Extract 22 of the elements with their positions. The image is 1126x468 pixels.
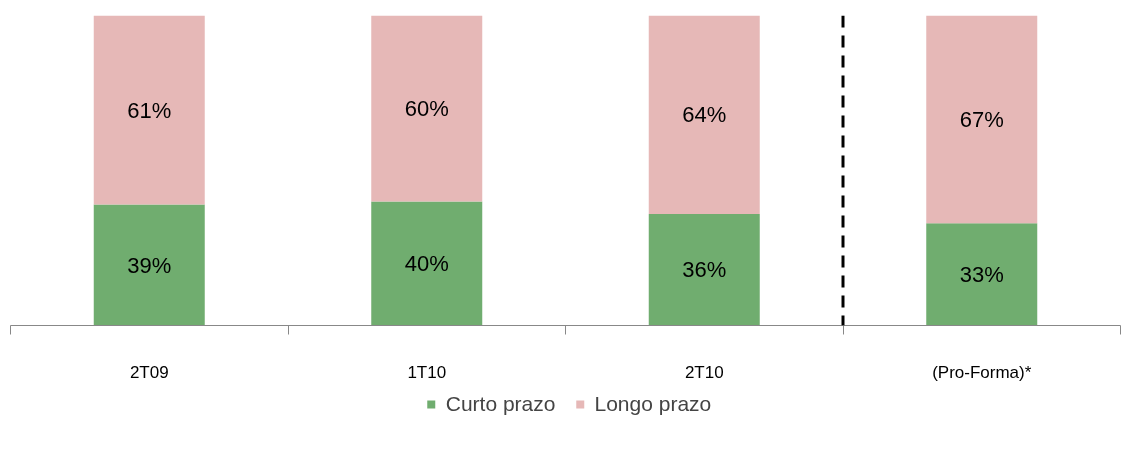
data-label: 40%: [404, 251, 449, 276]
data-label: 33%: [959, 261, 1004, 287]
bar: [926, 15, 1038, 224]
x-tick-label: 2T10: [684, 362, 724, 382]
bar: [93, 15, 205, 205]
data-label: 64%: [682, 102, 727, 128]
bar: [371, 201, 483, 326]
data-label: 67%: [959, 106, 1004, 132]
legend-label: Longo prazo: [594, 392, 712, 416]
x-tick-label: (Pro-Forma)*: [932, 362, 1032, 382]
data-label: 60%: [404, 96, 449, 121]
bar: [926, 223, 1038, 326]
legend-label: Curto prazo: [445, 392, 556, 416]
bar: [93, 204, 205, 326]
data-label: 61%: [127, 97, 172, 123]
x-tick-label: 2T09: [129, 362, 169, 382]
x-tick-label: 1T10: [407, 362, 447, 382]
data-label: 36%: [682, 257, 727, 283]
data-label: 39%: [127, 252, 172, 278]
bar: [648, 15, 760, 214]
bar: [371, 15, 483, 202]
bar: [648, 213, 760, 326]
